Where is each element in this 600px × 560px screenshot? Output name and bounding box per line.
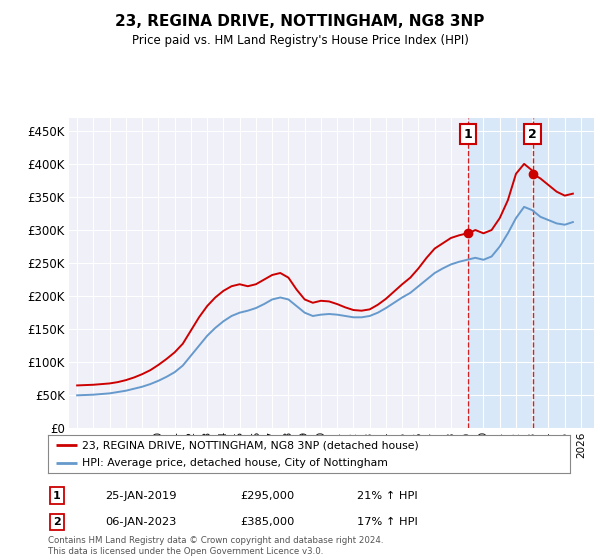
Text: 1: 1	[464, 128, 473, 141]
Text: 25-JAN-2019: 25-JAN-2019	[105, 491, 176, 501]
Text: £385,000: £385,000	[240, 517, 295, 527]
Text: 17% ↑ HPI: 17% ↑ HPI	[357, 517, 418, 527]
Text: HPI: Average price, detached house, City of Nottingham: HPI: Average price, detached house, City…	[82, 458, 388, 468]
Text: 21% ↑ HPI: 21% ↑ HPI	[357, 491, 418, 501]
Bar	[469, 118, 594, 428]
Text: 1: 1	[53, 491, 61, 501]
Text: Price paid vs. HM Land Registry's House Price Index (HPI): Price paid vs. HM Land Registry's House …	[131, 34, 469, 46]
Text: 06-JAN-2023: 06-JAN-2023	[105, 517, 176, 527]
Text: 2: 2	[53, 517, 61, 527]
Text: 23, REGINA DRIVE, NOTTINGHAM, NG8 3NP (detached house): 23, REGINA DRIVE, NOTTINGHAM, NG8 3NP (d…	[82, 440, 419, 450]
Text: Contains HM Land Registry data © Crown copyright and database right 2024.
This d: Contains HM Land Registry data © Crown c…	[48, 536, 383, 556]
Text: 2: 2	[528, 128, 537, 141]
Text: 23, REGINA DRIVE, NOTTINGHAM, NG8 3NP: 23, REGINA DRIVE, NOTTINGHAM, NG8 3NP	[115, 14, 485, 29]
Text: £295,000: £295,000	[240, 491, 294, 501]
